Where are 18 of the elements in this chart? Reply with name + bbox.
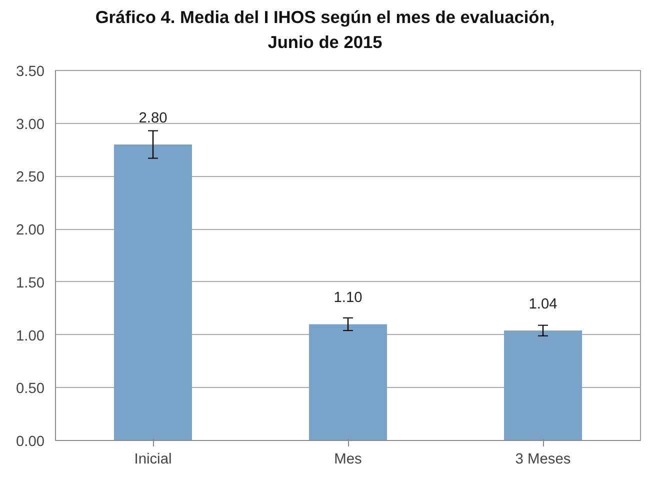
y-tick-label: 1.50 xyxy=(16,274,45,291)
y-tick-label: 2.50 xyxy=(16,169,45,186)
chart-title: Gráfico 4. Media del I IHOS según el mes de evaluación, Junio de 2015 xyxy=(95,6,555,54)
y-tick-label: 2.00 xyxy=(16,222,45,238)
y-tick-label: 0.50 xyxy=(16,380,45,397)
y-tick-label: 1.00 xyxy=(16,328,45,344)
data-label: 1.04 xyxy=(528,296,558,312)
data-label: 1.10 xyxy=(334,290,362,306)
bar xyxy=(114,144,192,440)
x-tick-label: 3 Meses xyxy=(515,451,571,467)
x-tick-label: Inicial xyxy=(134,451,172,467)
y-tick-label: 0.00 xyxy=(16,434,45,450)
bar xyxy=(504,330,582,440)
x-tick-label: Mes xyxy=(334,451,362,467)
y-tick-label: 3.00 xyxy=(16,116,45,132)
bar xyxy=(309,324,387,440)
data-label: 2.80 xyxy=(138,110,168,126)
y-tick-label: 3.50 xyxy=(16,64,45,80)
